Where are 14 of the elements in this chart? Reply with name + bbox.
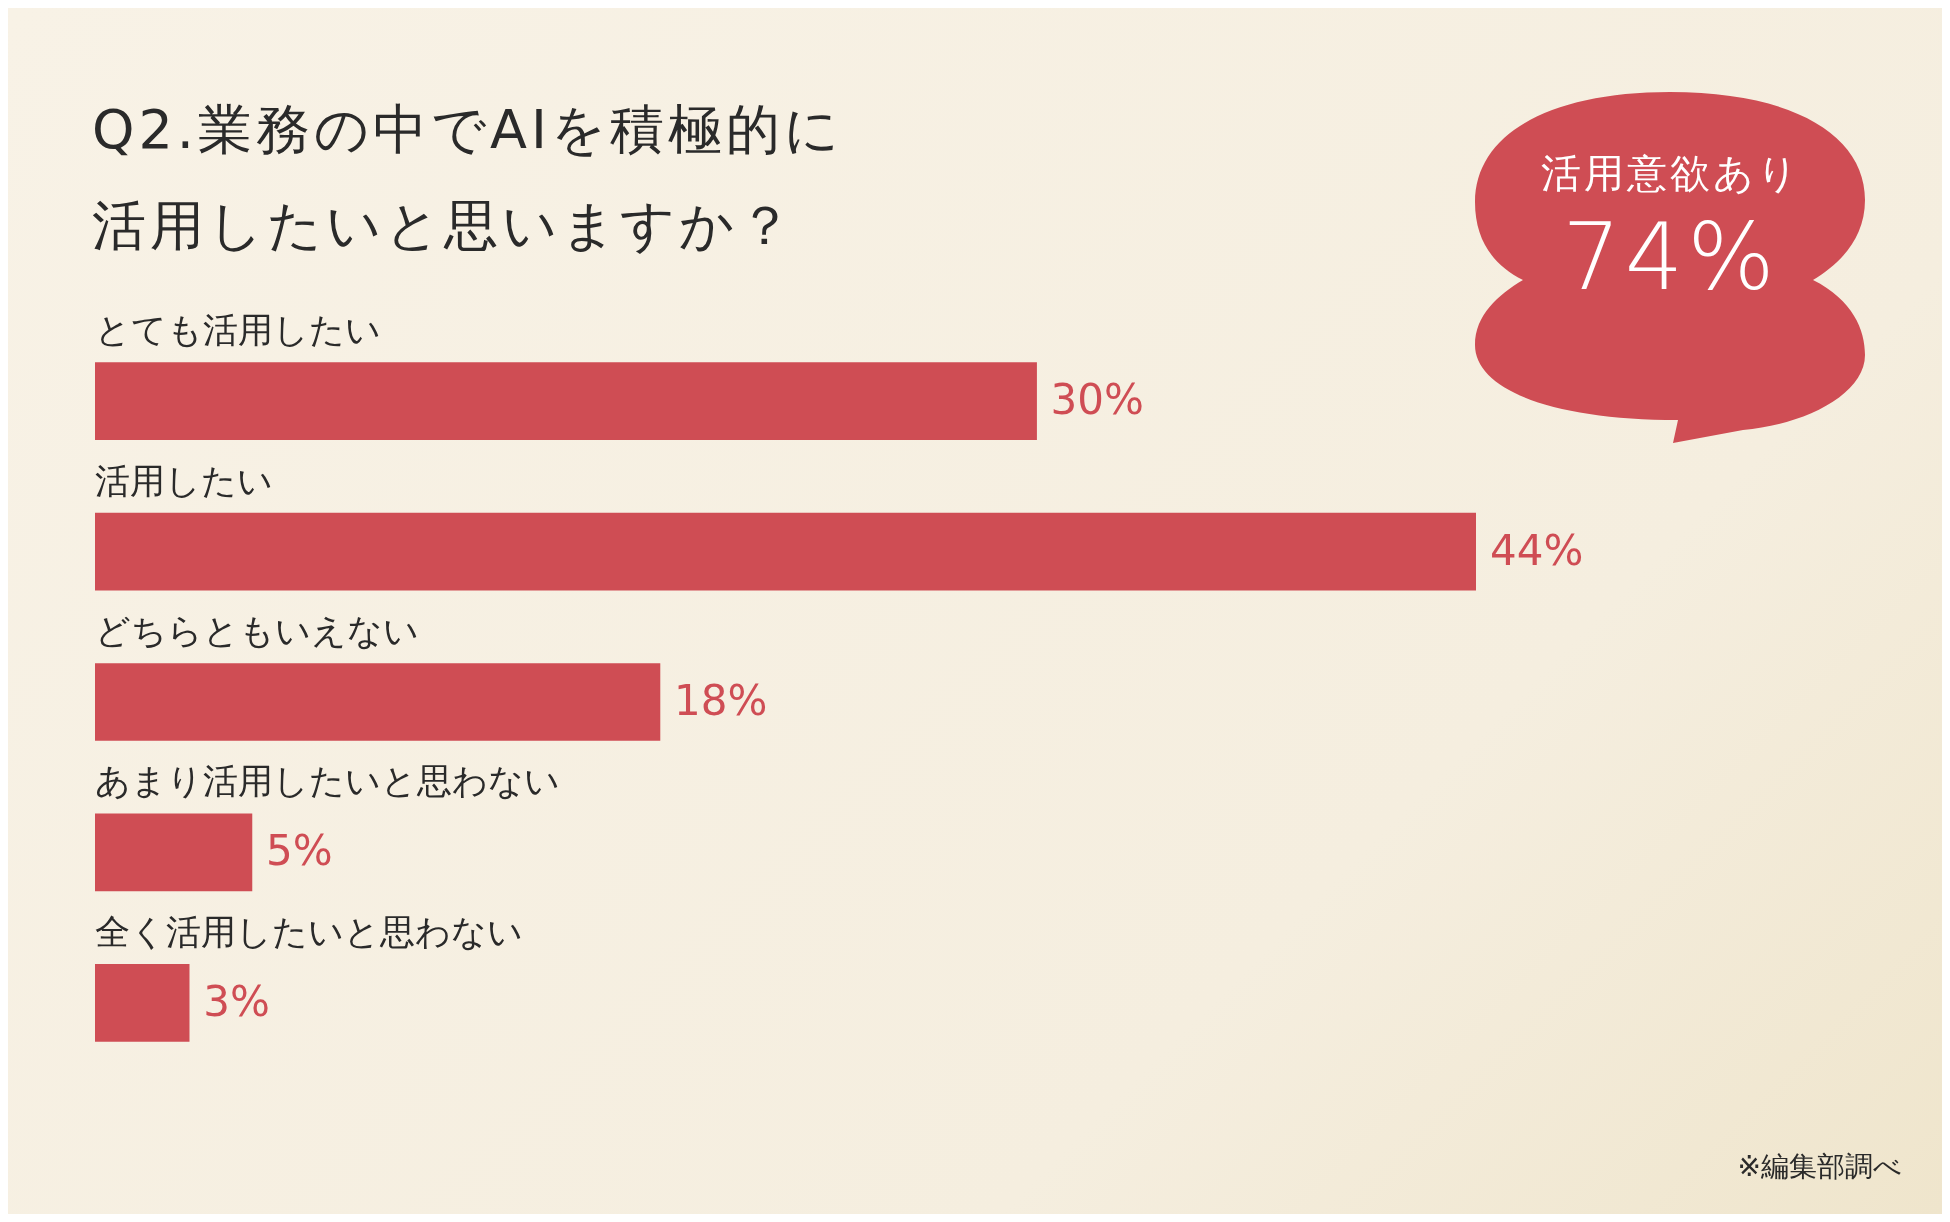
y-tick-label: どちらともいえない: [95, 611, 419, 652]
data-label: 44%: [1490, 525, 1584, 575]
y-tick-label: あまり活用したいと思わない: [95, 761, 560, 802]
data-label: 3%: [203, 976, 270, 1026]
text: ※編集部調べ: [1737, 1149, 1902, 1185]
text: 活用意欲あり: [1539, 149, 1802, 198]
data-label: 18%: [673, 675, 768, 725]
y-tick-label: 全く活用したいと思わない: [95, 911, 523, 952]
chart-title: Q2.業務の中でAIを積極的に活用したいと思いますか？: [92, 97, 844, 259]
data-label: 30%: [1050, 375, 1144, 425]
data-label: 5%: [265, 826, 333, 876]
y-tick-label: とても活用したい: [95, 310, 381, 351]
y-tick-label: 活用したい: [95, 460, 273, 501]
text: 74%: [1561, 204, 1780, 311]
